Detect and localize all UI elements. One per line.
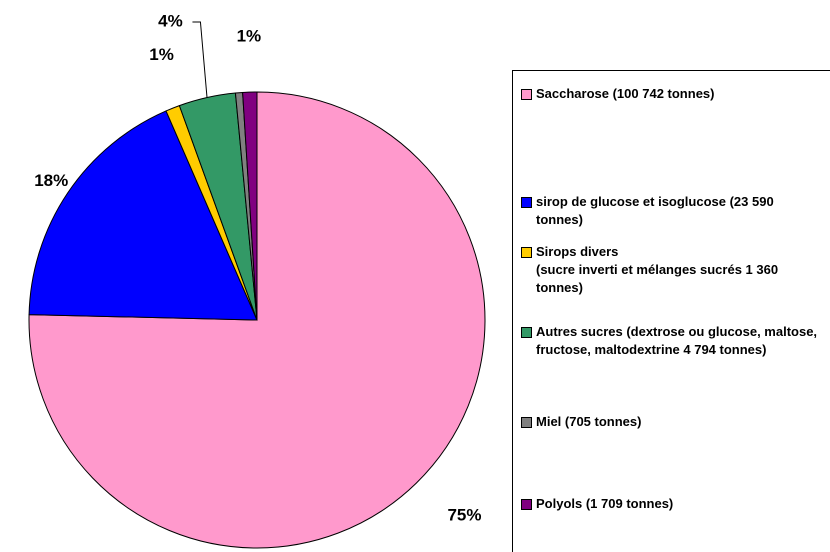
legend: Saccharose (100 742 tonnes) sirop de gluc… xyxy=(512,70,830,552)
legend-label: Autres sucres (dextrose ou glucose, malt… xyxy=(536,324,818,357)
data-label: 1% xyxy=(237,27,262,46)
pie-slice xyxy=(28,110,258,321)
legend-item: Sirops divers (sucre inverti et mélanges… xyxy=(521,243,821,297)
legend-label: Sirops divers (sucre inverti et mélanges… xyxy=(536,244,779,295)
legend-swatch xyxy=(521,89,532,100)
legend-label: Saccharose (100 742 tonnes) xyxy=(536,86,715,101)
legend-swatch xyxy=(521,417,532,428)
data-label: 4% xyxy=(158,11,183,30)
legend-item: Autres sucres (dextrose ou glucose, malt… xyxy=(521,323,821,359)
legend-swatch xyxy=(521,327,532,338)
legend-swatch xyxy=(521,499,532,510)
data-label: 1% xyxy=(149,45,174,64)
legend-label: sirop de glucose et isoglucose (23 590 t… xyxy=(536,194,774,227)
legend-item: Polyols (1 709 tonnes) xyxy=(521,495,821,513)
legend-item: sirop de glucose et isoglucose (23 590 t… xyxy=(521,193,821,229)
legend-item: Saccharose (100 742 tonnes) xyxy=(521,85,821,103)
legend-swatch xyxy=(521,197,532,208)
legend-label: Miel (705 tonnes) xyxy=(536,414,642,429)
legend-item: Miel (705 tonnes) xyxy=(521,413,821,431)
legend-swatch xyxy=(521,247,532,258)
leader-line xyxy=(192,21,208,98)
pie-slice xyxy=(242,91,258,321)
legend-label: Polyols (1 709 tonnes) xyxy=(536,496,674,511)
data-label: 75% xyxy=(447,506,481,525)
data-label: 18% xyxy=(34,171,68,190)
